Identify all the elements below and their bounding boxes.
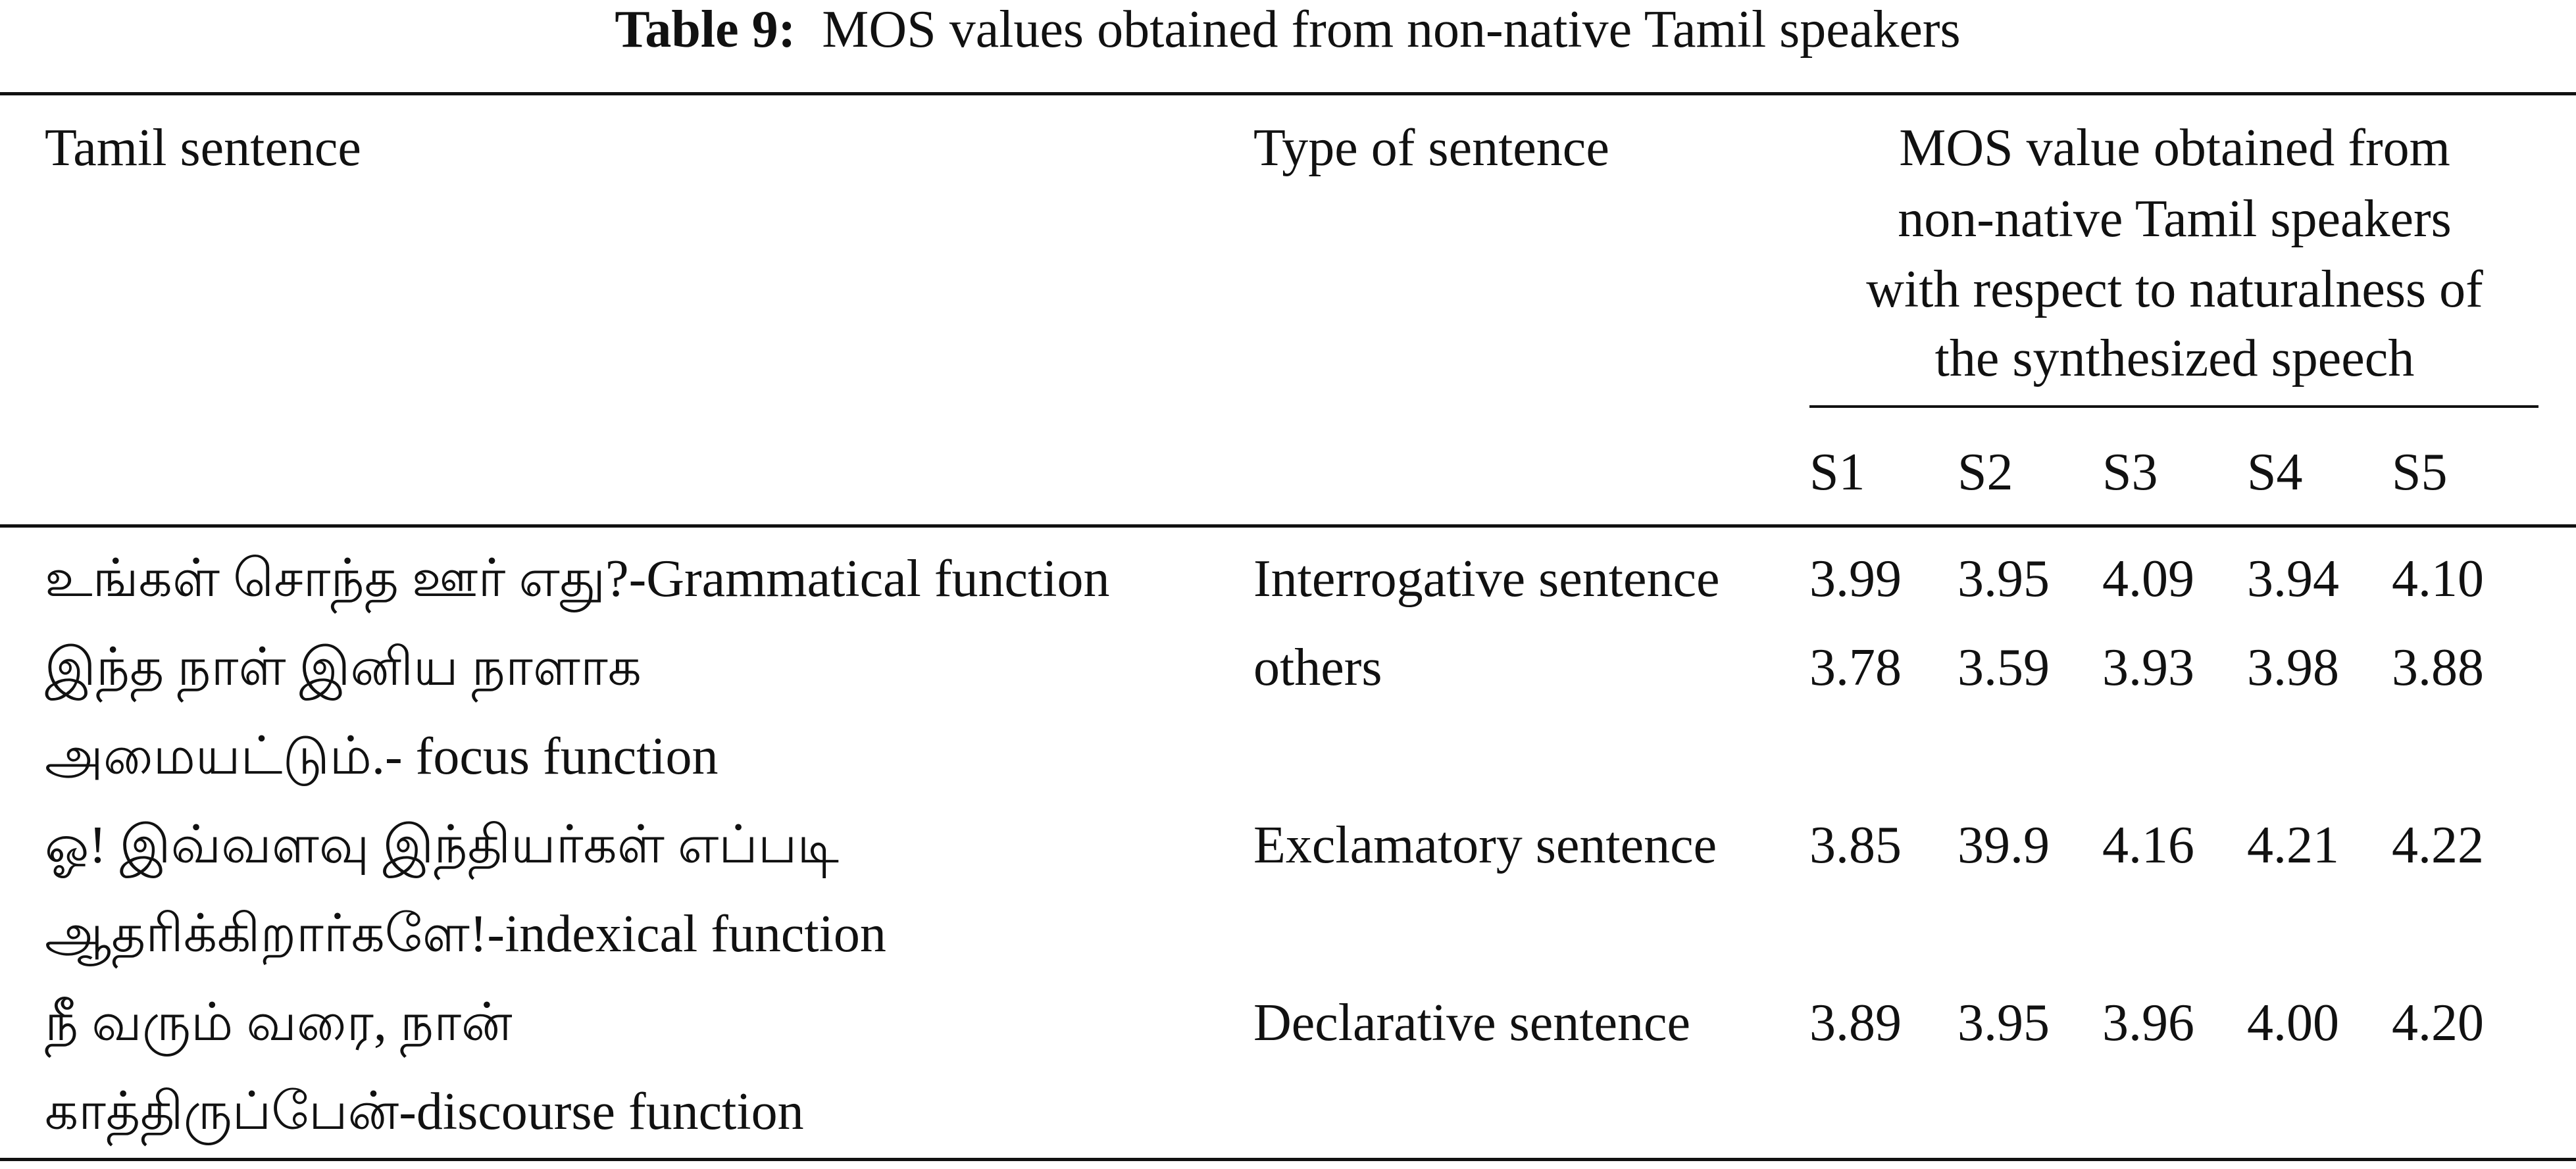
score-cell: 4.20	[2392, 994, 2484, 1052]
sentence-cell: காத்திருப்பேன்-discourse function	[45, 1083, 804, 1141]
header-mos: with respect to naturalness of	[1866, 261, 2483, 318]
top-rule	[0, 92, 2576, 95]
score-cell: 4.22	[2392, 816, 2484, 874]
score-cell: 3.89	[1809, 994, 1902, 1052]
sentence-cell: நீ வரும் வரை, நான்	[45, 994, 513, 1052]
header-speaker: S2	[1957, 443, 2013, 501]
score-cell: 3.95	[1957, 994, 2050, 1052]
sentence-cell: ஓ! இவ்வளவு இந்தியர்கள் எப்படி	[45, 816, 840, 874]
score-cell: 3.59	[1957, 639, 2050, 697]
header-speaker: S5	[2392, 443, 2448, 501]
caption-label: Table 9:	[615, 1, 796, 59]
score-cell: 39.9	[1957, 816, 2050, 874]
score-cell: 4.21	[2247, 816, 2339, 874]
sentence-cell: ஆதரிக்கிறார்களே!-indexical function	[45, 905, 886, 963]
type-cell: Declarative sentence	[1253, 994, 1691, 1052]
score-cell: 3.96	[2102, 994, 2194, 1052]
header-cell: Tamil sentence	[45, 119, 361, 177]
header-cell: Type of sentence	[1253, 119, 1609, 177]
sentence-cell: உங்கள் சொந்த ஊர் எது?-Grammatical functi…	[45, 550, 1110, 608]
header-mos: the synthesized speech	[1934, 330, 2415, 387]
score-cell: 3.94	[2247, 550, 2339, 608]
bottom-rule	[0, 1158, 2576, 1161]
caption-text: MOS values obtained from non-native Tami…	[822, 1, 1961, 59]
score-cell: 4.10	[2392, 550, 2484, 608]
score-cell: 3.98	[2247, 639, 2339, 697]
mid-rule	[0, 524, 2576, 528]
score-cell: 3.88	[2392, 639, 2484, 697]
score-cell: 3.99	[1809, 550, 1902, 608]
score-cell: 4.09	[2102, 550, 2194, 608]
score-cell: 3.85	[1809, 816, 1902, 874]
sentence-cell: இந்த நாள் இனிய நாளாக	[45, 639, 642, 697]
caption: Table 9: MOS values obtained from non-na…	[615, 3, 1960, 56]
score-cell: 4.00	[2247, 994, 2339, 1052]
score-cell: 4.16	[2102, 816, 2194, 874]
header-mos: non-native Tamil speakers	[1898, 190, 2452, 248]
sentence-cell: அமையட்டும்.- focus function	[45, 728, 719, 785]
type-cell: Interrogative sentence	[1253, 550, 1720, 608]
header-mos: MOS value obtained from	[1899, 119, 2450, 177]
score-cell: 3.93	[2102, 639, 2194, 697]
header-speaker: S3	[2102, 443, 2158, 501]
sub-rule	[1809, 405, 2538, 408]
type-cell: Exclamatory sentence	[1253, 816, 1717, 874]
score-cell: 3.95	[1957, 550, 2050, 608]
header-speaker: S4	[2247, 443, 2303, 501]
score-cell: 3.78	[1809, 639, 1902, 697]
header-speaker: S1	[1809, 443, 1865, 501]
type-cell: others	[1253, 639, 1382, 697]
